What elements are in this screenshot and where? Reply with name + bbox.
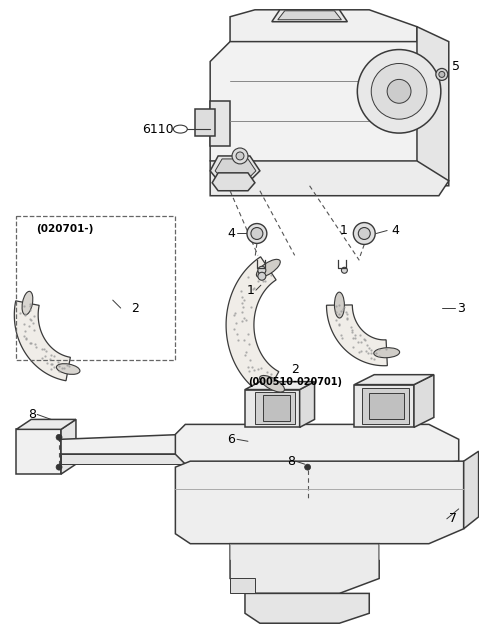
Polygon shape	[362, 387, 409, 424]
Circle shape	[56, 434, 62, 440]
Circle shape	[232, 148, 248, 164]
Text: 7: 7	[449, 512, 457, 526]
Text: (000510-020701): (000510-020701)	[248, 376, 342, 387]
Ellipse shape	[374, 348, 400, 358]
Polygon shape	[61, 454, 185, 464]
Polygon shape	[326, 305, 387, 366]
Circle shape	[258, 266, 266, 275]
Polygon shape	[300, 382, 314, 427]
Polygon shape	[354, 385, 414, 427]
Polygon shape	[272, 10, 348, 22]
Polygon shape	[230, 578, 255, 594]
Text: 3: 3	[457, 301, 465, 315]
Polygon shape	[175, 461, 464, 544]
Circle shape	[258, 272, 266, 280]
Circle shape	[236, 152, 244, 160]
Polygon shape	[61, 434, 235, 454]
Polygon shape	[195, 109, 215, 136]
Polygon shape	[226, 257, 279, 396]
Polygon shape	[263, 394, 290, 422]
Circle shape	[439, 71, 445, 78]
Text: 2: 2	[291, 363, 299, 376]
Text: 4: 4	[391, 224, 399, 237]
Polygon shape	[414, 375, 434, 427]
Polygon shape	[61, 419, 76, 474]
Polygon shape	[210, 161, 449, 196]
Circle shape	[56, 464, 62, 470]
Polygon shape	[16, 429, 61, 474]
Polygon shape	[278, 11, 341, 20]
Ellipse shape	[335, 292, 344, 318]
Polygon shape	[210, 101, 230, 146]
Polygon shape	[230, 544, 379, 594]
Polygon shape	[245, 594, 369, 623]
Circle shape	[358, 227, 370, 240]
Circle shape	[251, 227, 263, 240]
Polygon shape	[210, 156, 260, 181]
Circle shape	[247, 224, 267, 243]
Text: 1: 1	[247, 283, 255, 297]
Circle shape	[387, 80, 411, 103]
Ellipse shape	[256, 259, 280, 277]
Text: 2: 2	[131, 301, 139, 315]
Text: 1: 1	[339, 224, 348, 237]
Circle shape	[371, 64, 427, 119]
Polygon shape	[245, 382, 314, 390]
Ellipse shape	[260, 375, 285, 392]
Polygon shape	[245, 390, 300, 427]
Polygon shape	[16, 419, 76, 429]
Ellipse shape	[57, 364, 80, 375]
Polygon shape	[417, 27, 449, 186]
Circle shape	[436, 68, 448, 80]
Circle shape	[353, 222, 375, 245]
Polygon shape	[230, 10, 417, 57]
Ellipse shape	[22, 291, 33, 315]
Text: 6110: 6110	[142, 122, 173, 136]
Circle shape	[305, 464, 311, 470]
Text: 4: 4	[227, 227, 235, 240]
Polygon shape	[369, 392, 404, 419]
Polygon shape	[255, 392, 295, 424]
Polygon shape	[212, 173, 255, 190]
Polygon shape	[210, 41, 439, 181]
Circle shape	[341, 268, 348, 273]
Polygon shape	[215, 159, 256, 179]
Text: (020701-): (020701-)	[36, 224, 94, 234]
Text: 5: 5	[452, 60, 460, 73]
Polygon shape	[61, 454, 245, 464]
Circle shape	[357, 50, 441, 133]
Polygon shape	[354, 375, 434, 385]
Text: 8: 8	[287, 455, 295, 468]
Polygon shape	[14, 301, 71, 381]
Polygon shape	[464, 451, 479, 529]
Polygon shape	[175, 424, 459, 464]
Text: 6: 6	[227, 433, 235, 446]
Text: 8: 8	[28, 408, 36, 421]
